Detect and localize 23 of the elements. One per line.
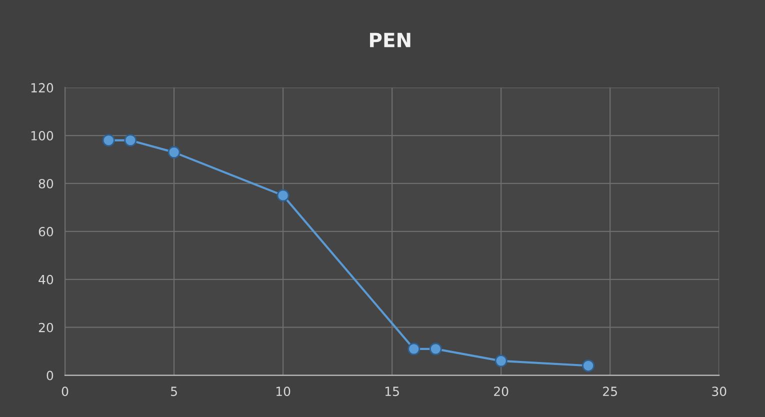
y-tick-label: 100 bbox=[31, 130, 54, 140]
point bbox=[102, 134, 115, 147]
point bbox=[168, 146, 180, 159]
x-tick-label: 30 bbox=[712, 386, 726, 396]
y-tick-label: 80 bbox=[38, 178, 54, 188]
point bbox=[408, 342, 420, 356]
x-tick-label: 0 bbox=[62, 386, 68, 396]
point bbox=[494, 354, 508, 368]
x-tick-label: 25 bbox=[603, 386, 617, 396]
point bbox=[582, 359, 595, 372]
x-tick-label: 10 bbox=[276, 386, 290, 396]
y-tick-label: 40 bbox=[38, 274, 54, 284]
x-tick-label: 5 bbox=[171, 386, 177, 396]
y-tick-label: 60 bbox=[38, 226, 54, 236]
point bbox=[276, 189, 290, 202]
chart-title: PEN bbox=[370, 32, 410, 48]
y-tick-label: 20 bbox=[38, 322, 54, 332]
x-tick-label: 20 bbox=[494, 386, 508, 396]
x-tick-label: 15 bbox=[385, 386, 399, 396]
y-tick-label: 0 bbox=[46, 370, 54, 380]
point bbox=[429, 342, 442, 356]
y-tick-label: 120 bbox=[31, 83, 54, 92]
point bbox=[124, 134, 137, 147]
